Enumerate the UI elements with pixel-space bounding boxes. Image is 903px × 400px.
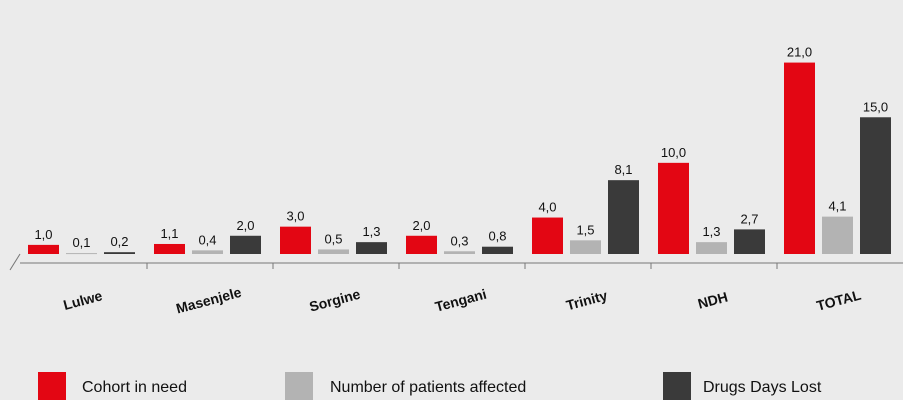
bar: [154, 243, 185, 254]
legend-swatch: [285, 372, 313, 400]
data-label: 0,8: [488, 229, 506, 244]
bar: [734, 229, 765, 254]
data-label: 2,0: [236, 218, 254, 233]
data-label: 15,0: [863, 99, 888, 114]
legend-label: Cohort in need: [82, 379, 187, 396]
bar: [822, 216, 853, 254]
data-label: 1,3: [362, 224, 380, 239]
x-tick-label: NDH: [696, 289, 729, 312]
bar: [66, 253, 97, 255]
data-label: 0,1: [72, 235, 90, 250]
legend-swatch: [663, 372, 691, 400]
data-label: 21,0: [787, 45, 812, 60]
data-label: 1,0: [34, 227, 52, 242]
legend-swatch: [38, 372, 66, 400]
data-label: 0,2: [110, 234, 128, 249]
bar: [482, 246, 513, 254]
bar: [608, 180, 639, 254]
bar: [28, 244, 59, 254]
axis-break: [9, 253, 21, 271]
bar: [532, 217, 563, 254]
data-label: 4,1: [828, 199, 846, 214]
legend-label: Number of patients affected: [330, 379, 526, 396]
bar: [406, 235, 437, 254]
data-label: 8,1: [614, 162, 632, 177]
data-label: 3,0: [286, 209, 304, 224]
legend-label: Drugs Days Lost: [703, 379, 822, 396]
data-label: 1,3: [702, 224, 720, 239]
bar: [658, 162, 689, 254]
bar: [192, 250, 223, 254]
data-label: 2,0: [412, 218, 430, 233]
bar: [280, 226, 311, 254]
bar: [318, 249, 349, 254]
bar: [230, 235, 261, 254]
data-label: 10,0: [661, 145, 686, 160]
data-label: 4,0: [538, 200, 556, 215]
bar: [104, 252, 135, 254]
data-label: 0,3: [450, 233, 468, 248]
data-label: 0,4: [198, 232, 216, 247]
bar: [356, 242, 387, 254]
bar: [570, 240, 601, 254]
bar: [860, 117, 891, 255]
bar: [696, 242, 727, 254]
bar: [784, 62, 815, 255]
data-label: 0,5: [324, 231, 342, 246]
data-label: 2,7: [740, 211, 758, 226]
bar: [444, 251, 475, 254]
data-label: 1,5: [576, 222, 594, 237]
data-label: 1,1: [160, 226, 178, 241]
